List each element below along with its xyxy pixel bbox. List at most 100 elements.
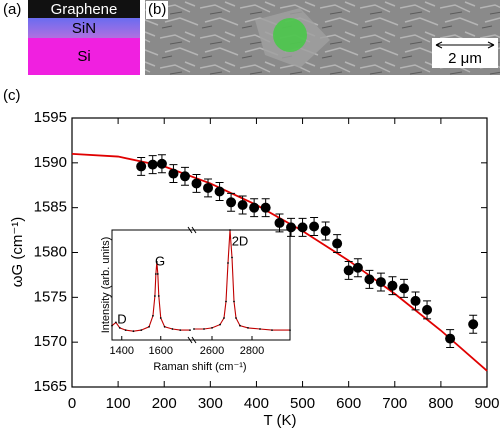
spectrum-dot (111, 324, 113, 327)
data-point (422, 304, 433, 315)
data-point (147, 159, 158, 170)
layer-label: Si (77, 48, 90, 65)
spectrum-dot (159, 317, 162, 319)
spectrum-dot (154, 295, 156, 297)
data-point (468, 319, 479, 330)
spectrum-dot (148, 325, 150, 328)
spectrum-dot (124, 329, 127, 331)
scale-bar (435, 41, 495, 49)
x-tick-label: 700 (382, 395, 407, 412)
data-point (203, 182, 214, 193)
spectrum-dot (140, 329, 143, 331)
y-tick-label: 1565 (34, 378, 67, 395)
scale-bar-bg (432, 38, 498, 68)
x-tick-label: 400 (244, 395, 269, 412)
data-point (226, 197, 237, 208)
x-tick-label: 500 (290, 395, 315, 412)
peak-label: D (117, 311, 126, 326)
y-tick-label: 1595 (34, 109, 67, 126)
spectrum (194, 229, 290, 331)
spectrum-dot (231, 256, 233, 259)
spectrum-dot (193, 328, 195, 330)
inset-x-tick-label: 2800 (240, 345, 264, 357)
data-point (136, 161, 147, 172)
layer-label: SiN (72, 20, 96, 37)
x-tick-label: 800 (428, 395, 453, 412)
spectrum-dot (211, 327, 213, 329)
spectrum-dot (225, 300, 227, 303)
x-tick-label: 0 (68, 395, 76, 412)
data-point (156, 158, 167, 169)
data-point (399, 283, 409, 294)
panel-label: (a) (3, 1, 21, 18)
data-point (191, 178, 202, 189)
spectrum-dot (229, 229, 231, 231)
spectrum-dot (219, 323, 221, 326)
scale-bar-label: 2 μm (448, 50, 482, 67)
spectrum-dot (179, 329, 182, 331)
data-point (237, 199, 248, 210)
data-point (309, 221, 320, 232)
data-point (179, 171, 190, 182)
inset-x-label: Raman shift (cm⁻¹) (153, 361, 246, 373)
spectrum-dot (156, 273, 159, 275)
data-point (445, 333, 456, 344)
data-point (286, 222, 297, 233)
data-point (352, 262, 363, 273)
spectrum-dot (235, 317, 237, 319)
peak-label: G (155, 253, 165, 268)
inset-y-label: Intensity (arb. units) (100, 237, 112, 334)
spectrum-dot (203, 328, 205, 330)
layer-label: Graphene (51, 1, 118, 18)
y-axis-label: ωG (cm⁻¹) (9, 217, 26, 287)
spectrum-dot (189, 329, 191, 331)
x-axis-label: T (K) (263, 412, 296, 429)
spectrum-dot (118, 327, 121, 329)
graphene-layer (28, 0, 140, 18)
axis-break (187, 336, 197, 344)
y-tick-label: 1590 (34, 154, 67, 171)
spectrum-dot (259, 328, 261, 330)
inset-x-tick-label: 1600 (149, 345, 173, 357)
data-point (297, 222, 308, 233)
spectrum-dot (171, 328, 174, 330)
x-tick-label: 900 (474, 395, 499, 412)
inset-bg (111, 229, 291, 341)
x-tick-label: 200 (152, 395, 177, 412)
data-point (274, 217, 285, 228)
x-tick-label: 300 (198, 395, 223, 412)
data-point (364, 274, 375, 285)
si-layer (28, 38, 140, 75)
spectrum-dot (155, 261, 158, 263)
y-tick-label: 1570 (34, 333, 67, 350)
peak-label: 2D (232, 233, 249, 248)
spectrum-dot (239, 324, 241, 327)
spectrum-dot (233, 300, 235, 303)
spectrum-dot (227, 262, 229, 264)
spectrum-dot (115, 321, 117, 324)
panel-label: (c) (3, 87, 21, 104)
laser-spot (273, 18, 307, 52)
sin-layer (28, 18, 140, 38)
spectrum-dot (152, 314, 154, 317)
spectrum-dot (163, 325, 166, 328)
data-point (249, 202, 260, 213)
y-tick-label: 1575 (34, 288, 67, 305)
spectrum-dot (157, 295, 160, 297)
spectrum (111, 261, 190, 332)
y-tick-label: 1585 (34, 199, 67, 216)
inset-x-tick-label: 1400 (110, 345, 134, 357)
data-point (387, 280, 398, 291)
panel-label: (b) (148, 1, 166, 18)
data-point (320, 225, 331, 236)
spectrum-dot (247, 327, 249, 329)
label-bg (146, 1, 168, 19)
x-tick-label: 600 (336, 395, 361, 412)
x-tick-label: 100 (106, 395, 131, 412)
y-tick-label: 1580 (34, 243, 67, 260)
data-point (168, 168, 179, 179)
spectrum-dot (289, 329, 291, 331)
axis-break (187, 226, 197, 234)
data-point (214, 186, 225, 197)
